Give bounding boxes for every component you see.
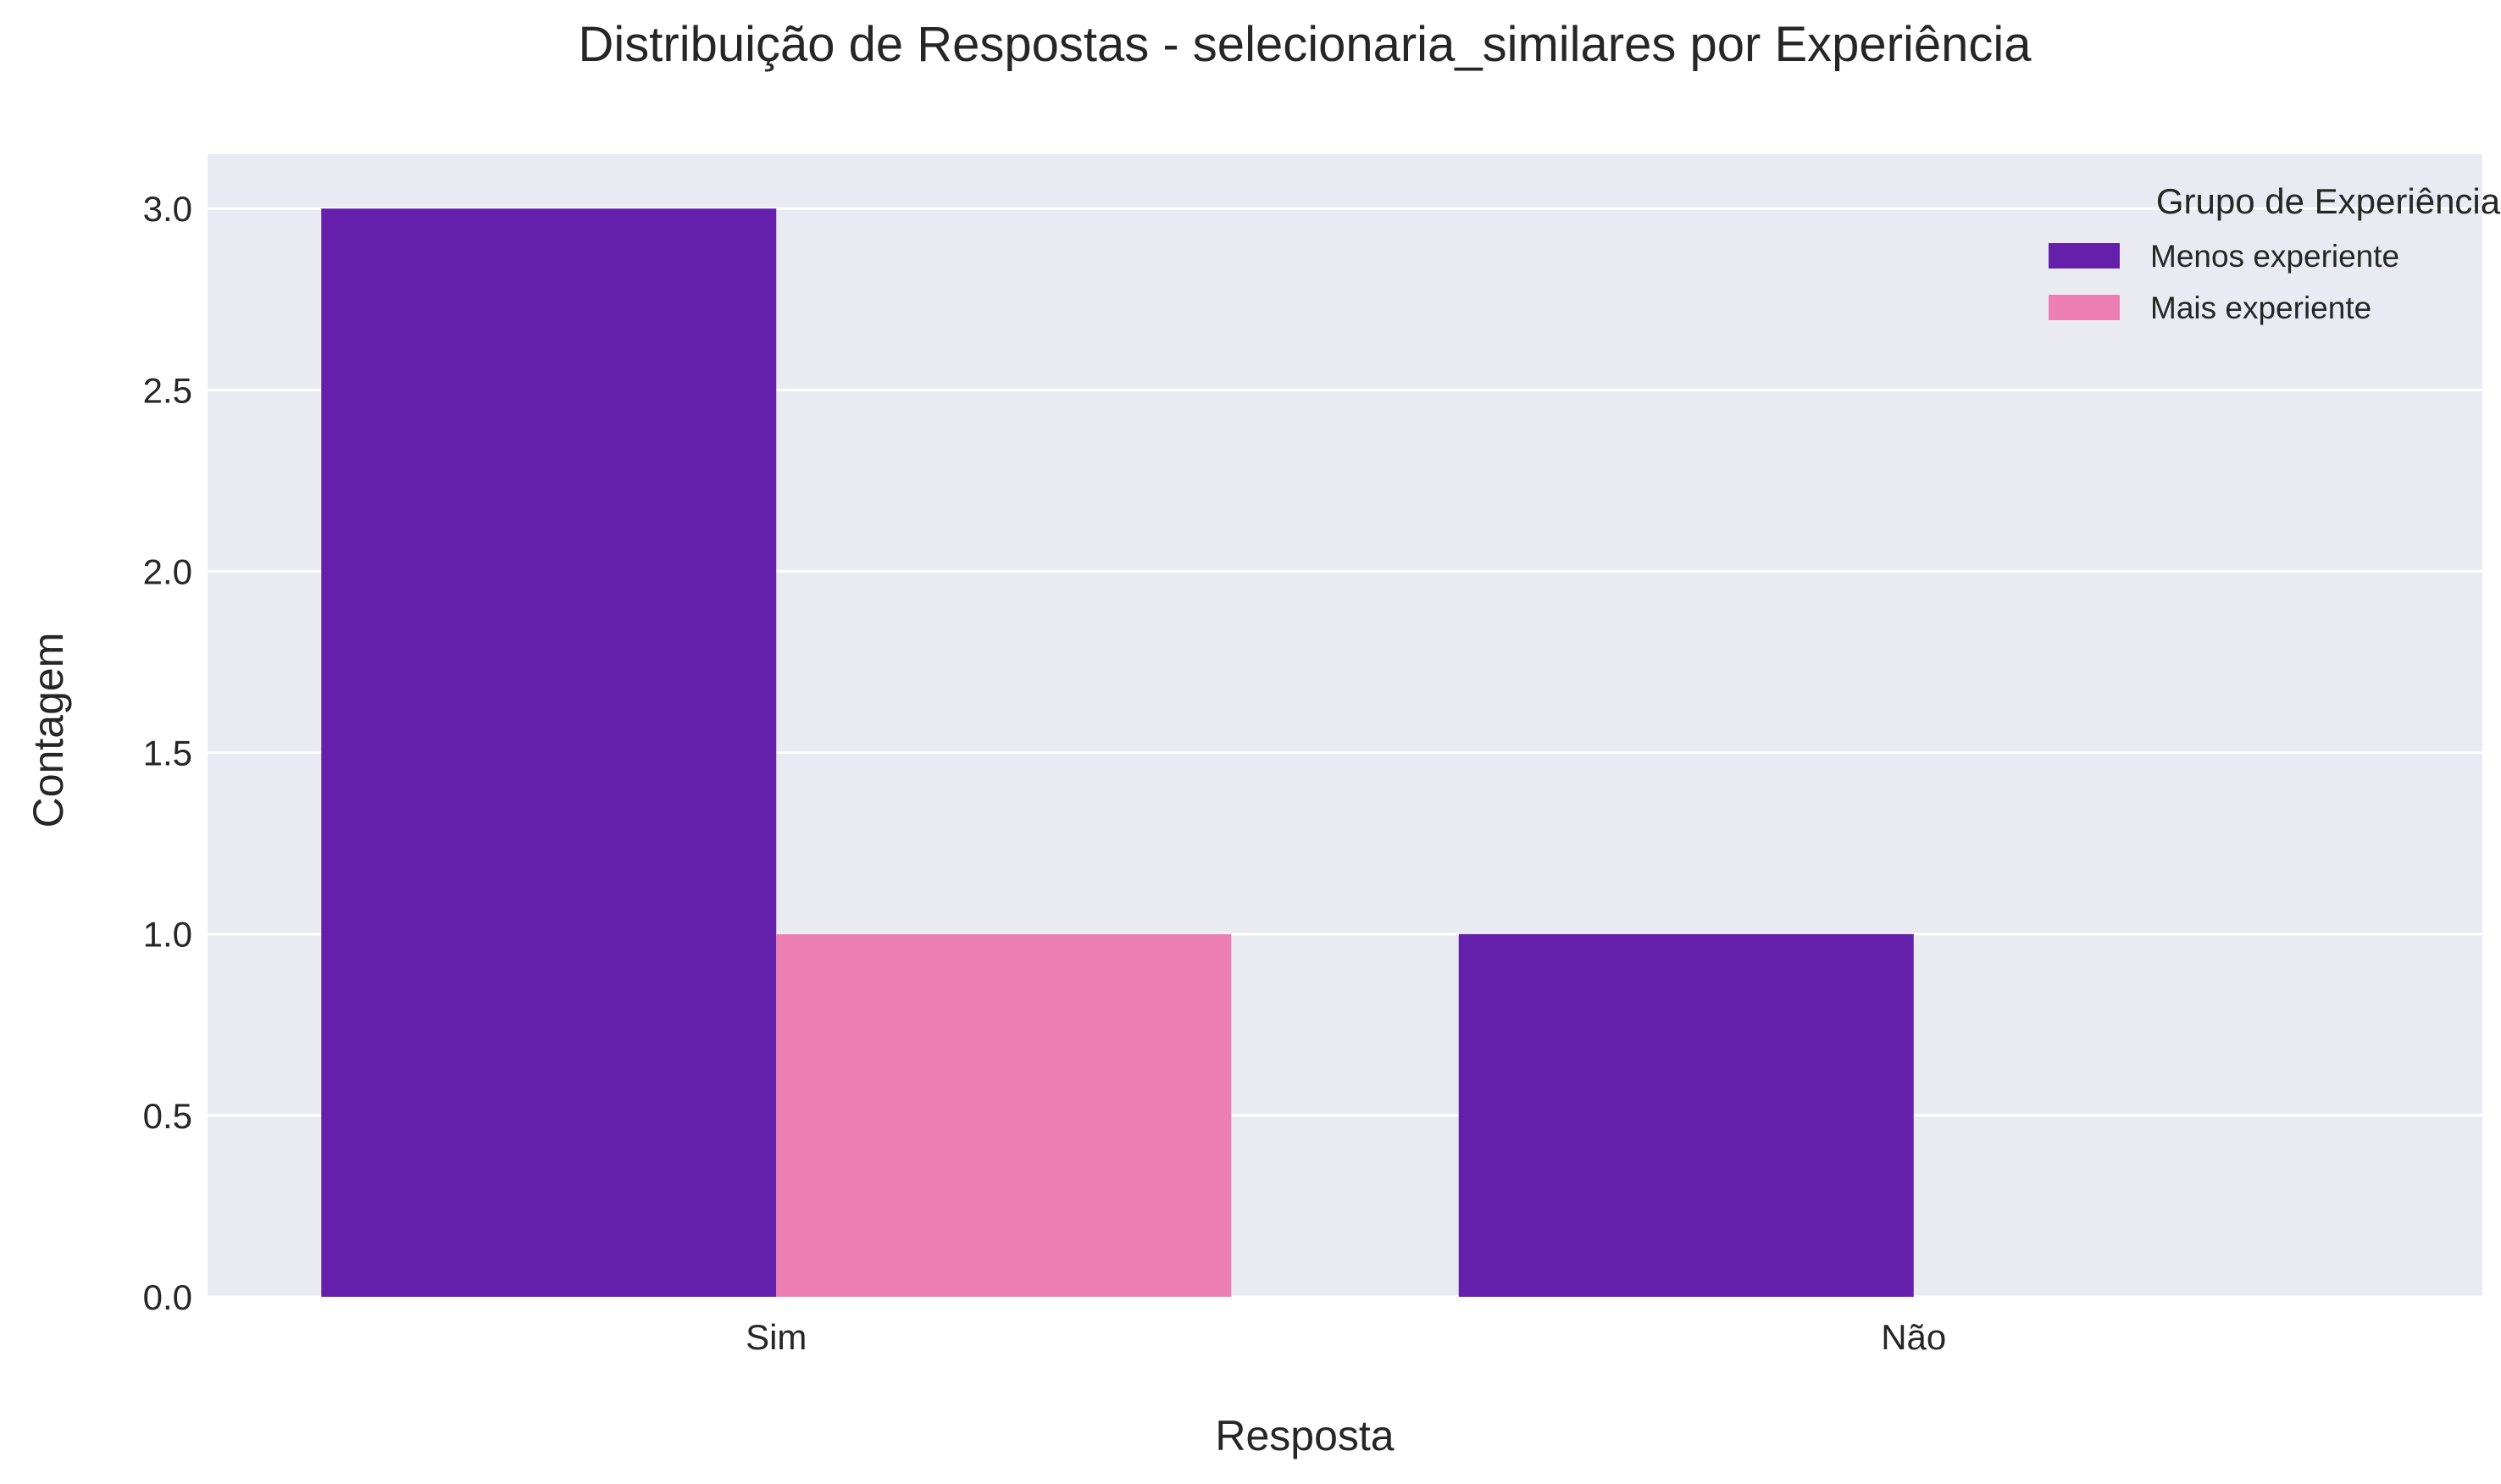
bar xyxy=(776,933,1232,1297)
x-tick-label: Sim xyxy=(746,1317,807,1357)
bar xyxy=(1458,933,1914,1297)
legend-title: Grupo de Experiência xyxy=(2156,181,2501,221)
x-tick-label: Não xyxy=(1881,1317,1946,1357)
y-tick-label: 2.5 xyxy=(143,370,192,410)
legend-item-label: Mais experiente xyxy=(2150,291,2371,325)
legend-item-label: Menos experiente xyxy=(2150,239,2399,274)
y-tick-label: 1.5 xyxy=(143,734,192,773)
y-axis-ticks: 0.0 0.5 1.0 1.5 2.0 2.5 3.0 xyxy=(143,189,192,1317)
x-axis-label: Resposta xyxy=(1215,1412,1394,1459)
legend: Grupo de Experiência Menos experiente Mai… xyxy=(2049,181,2501,325)
y-tick-label: 3.0 xyxy=(143,189,192,229)
x-axis-ticks: Sim Não xyxy=(746,1317,1946,1357)
y-tick-label: 0.5 xyxy=(143,1096,192,1136)
legend-swatch xyxy=(2049,295,2120,320)
y-tick-label: 1.0 xyxy=(143,915,192,955)
bars xyxy=(321,208,1914,1298)
legend-swatch xyxy=(2049,243,2120,269)
chart-title: Distribuição de Respostas - selecionaria… xyxy=(579,17,2032,72)
y-axis-label: Contagem xyxy=(25,633,72,828)
bar xyxy=(321,208,777,1298)
y-tick-label: 2.0 xyxy=(143,551,192,591)
y-tick-label: 0.0 xyxy=(143,1277,192,1317)
